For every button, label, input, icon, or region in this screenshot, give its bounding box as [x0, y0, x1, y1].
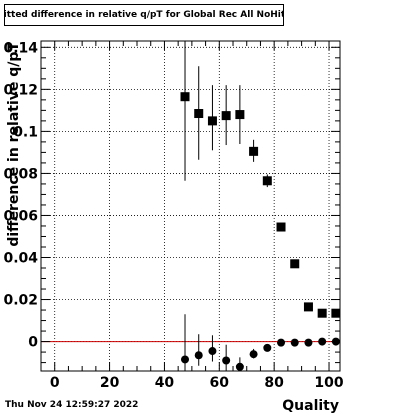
y-tick-label: 0.04: [3, 250, 38, 266]
footer-date: Thu Nov 24 12:59:27 2022: [5, 400, 139, 410]
data-point-circle: [290, 338, 299, 347]
data-point-square: [303, 302, 313, 312]
data-point-square: [180, 92, 190, 102]
grid: [41, 41, 340, 371]
x-tick-label: 0: [50, 375, 60, 391]
data-series: [180, 41, 341, 371]
data-point-circle: [263, 343, 272, 352]
y-tick-label: 0: [28, 335, 38, 351]
axis-ticks: 0 20 40 60 80 100 0 0.02 0.04 0.06 0.08 0.1 0.12 0.14: [3, 40, 343, 391]
x-tick-label: 60: [210, 375, 230, 391]
data-point-square: [221, 111, 231, 121]
data-point-square: [249, 146, 259, 156]
x-tick-label: 80: [264, 375, 284, 391]
x-axis-title: Quality: [282, 398, 339, 414]
y-tick-label: 0.1: [13, 124, 38, 140]
data-point-circle: [222, 356, 231, 365]
data-point-circle: [277, 338, 286, 347]
data-point-circle: [331, 337, 340, 346]
y-axis-title: difference in relative q/pT: [6, 42, 22, 247]
data-point-square: [207, 116, 217, 126]
data-point-square: [194, 109, 204, 119]
chart-title: Fitted difference in relative q/pT for G…: [4, 10, 284, 20]
title-box: Fitted difference in relative q/pT for G…: [4, 4, 284, 26]
data-point-circle: [235, 362, 244, 371]
x-tick-label: 100: [314, 375, 343, 391]
data-point-square: [276, 222, 286, 232]
data-point-circle: [304, 338, 313, 347]
data-point-square: [290, 259, 300, 269]
data-point-circle: [194, 351, 203, 360]
y-tick-label: 0.02: [3, 293, 38, 309]
data-point-square: [262, 176, 272, 186]
data-point-circle: [249, 350, 258, 359]
plot-frame: [40, 40, 341, 372]
x-tick-label: 20: [100, 375, 120, 391]
data-point-circle: [208, 347, 217, 356]
series-circle: [181, 314, 340, 371]
x-tick-label: 40: [155, 375, 175, 391]
y-tick-label: 0.14: [3, 40, 38, 56]
y-tick-label: 0.08: [3, 166, 38, 182]
data-point-square: [235, 110, 245, 120]
data-point-circle: [181, 355, 190, 364]
data-point-square: [331, 308, 341, 318]
data-point-circle: [318, 337, 327, 346]
data-point-square: [317, 308, 327, 318]
series-square: [180, 41, 341, 318]
y-tick-label: 0.06: [3, 208, 38, 224]
y-tick-label: 0.12: [3, 82, 38, 98]
